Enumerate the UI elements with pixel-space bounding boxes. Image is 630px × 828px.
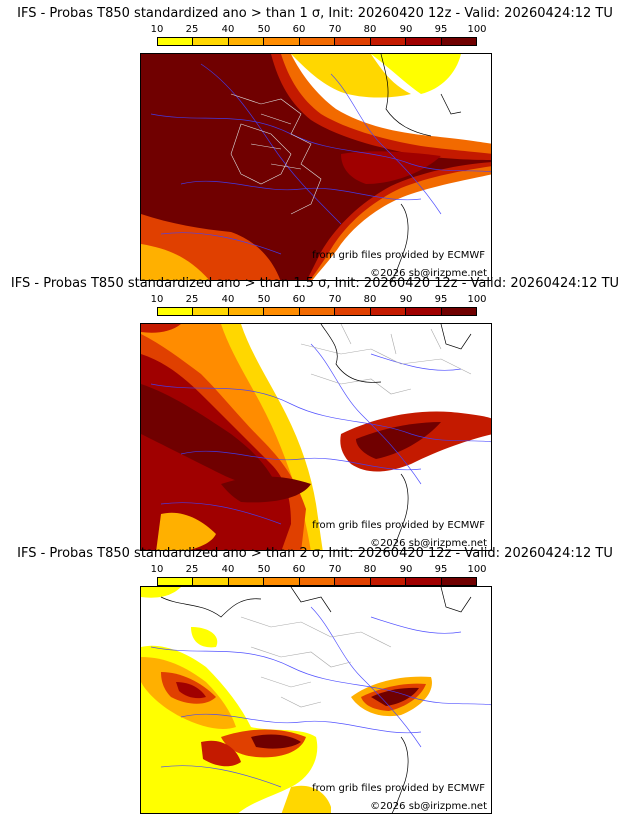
scale-tick: 50: [257, 294, 271, 305]
color-swatch: [441, 38, 476, 45]
color-swatch: [406, 38, 442, 45]
scale-tick: 70: [328, 24, 342, 35]
data-source-credit: from grib files provided by ECMWF: [312, 783, 485, 794]
color-swatch: [370, 578, 407, 585]
map-graphic: [141, 324, 491, 550]
color-swatch: [228, 38, 265, 45]
color-swatch: [193, 578, 229, 585]
color-swatch: [441, 578, 476, 585]
scale-tick: 100: [467, 564, 487, 575]
color-swatch: [335, 38, 371, 45]
scale-tick: 40: [221, 564, 235, 575]
scale-tick: 25: [185, 24, 199, 35]
color-swatch: [193, 38, 229, 45]
color-swatch: [335, 578, 371, 585]
map-panel-1sigma: IFS - Probas T850 standardized ano > tha…: [0, 6, 630, 281]
scale-tick: 25: [185, 564, 199, 575]
color-scale: 10 25 40 50 60 70 80 90 95 100: [151, 294, 487, 318]
scale-tick: 70: [328, 294, 342, 305]
color-swatch: [158, 38, 194, 45]
scale-tick: 50: [257, 564, 271, 575]
color-swatch: [158, 578, 194, 585]
data-source-credit: from grib files provided by ECMWF: [312, 520, 485, 531]
scale-tick: 60: [292, 564, 306, 575]
data-source-credit: from grib files provided by ECMWF: [312, 250, 485, 261]
color-swatch: [370, 308, 407, 315]
color-swatch: [406, 308, 442, 315]
scale-tick: 60: [292, 294, 306, 305]
scale-tick: 95: [434, 564, 448, 575]
scale-tick: 50: [257, 24, 271, 35]
scale-tick: 95: [434, 294, 448, 305]
map-graphic: [141, 587, 491, 813]
probability-map: from grib files provided by ECMWF ©2026 …: [140, 586, 492, 814]
color-swatch: [264, 308, 300, 315]
color-swatch: [335, 308, 371, 315]
probability-map: from grib files provided by ECMWF ©2026 …: [140, 323, 492, 551]
color-swatch: [299, 38, 336, 45]
scale-tick: 40: [221, 24, 235, 35]
scale-tick: 100: [467, 24, 487, 35]
color-scale: 10 25 40 50 60 70 80 90 95 100: [151, 24, 487, 48]
color-swatch: [299, 308, 336, 315]
scale-tick: 80: [363, 564, 377, 575]
scale-tick: 80: [363, 24, 377, 35]
scale-tick: 40: [221, 294, 235, 305]
panel-title: IFS - Probas T850 standardized ano > tha…: [17, 546, 613, 561]
color-swatch: [370, 38, 407, 45]
color-swatch: [406, 578, 442, 585]
scale-tick: 90: [399, 564, 413, 575]
scale-tick: 25: [185, 294, 199, 305]
copyright-credit: ©2026 sb@irizpme.net: [370, 268, 487, 279]
color-swatch: [264, 38, 300, 45]
color-swatch: [299, 578, 336, 585]
scale-tick: 10: [150, 564, 164, 575]
copyright-credit: ©2026 sb@irizpme.net: [370, 538, 487, 549]
color-swatch: [158, 308, 194, 315]
map-graphic: [141, 54, 491, 280]
scale-tick: 10: [150, 294, 164, 305]
color-swatch: [228, 578, 265, 585]
color-swatch: [441, 308, 476, 315]
scale-tick: 95: [434, 24, 448, 35]
map-panel-2sigma: IFS - Probas T850 standardized ano > tha…: [0, 546, 630, 826]
scale-tick: 70: [328, 564, 342, 575]
scale-tick: 10: [150, 24, 164, 35]
copyright-credit: ©2026 sb@irizpme.net: [370, 801, 487, 812]
color-swatch: [264, 578, 300, 585]
color-swatch: [193, 308, 229, 315]
scale-tick: 80: [363, 294, 377, 305]
scale-tick: 90: [399, 294, 413, 305]
color-bar: [157, 37, 477, 46]
probability-map: from grib files provided by ECMWF ©2026 …: [140, 53, 492, 281]
color-bar: [157, 577, 477, 586]
panel-title: IFS - Probas T850 standardized ano > tha…: [17, 6, 613, 21]
scale-tick: 60: [292, 24, 306, 35]
scale-tick: 90: [399, 24, 413, 35]
map-panel-1-5sigma: IFS - Probas T850 standardized ano > tha…: [0, 276, 630, 551]
color-bar: [157, 307, 477, 316]
scale-tick: 100: [467, 294, 487, 305]
color-scale: 10 25 40 50 60 70 80 90 95 100: [151, 564, 487, 588]
panel-title: IFS - Probas T850 standardized ano > tha…: [10, 276, 620, 291]
color-swatch: [228, 308, 265, 315]
